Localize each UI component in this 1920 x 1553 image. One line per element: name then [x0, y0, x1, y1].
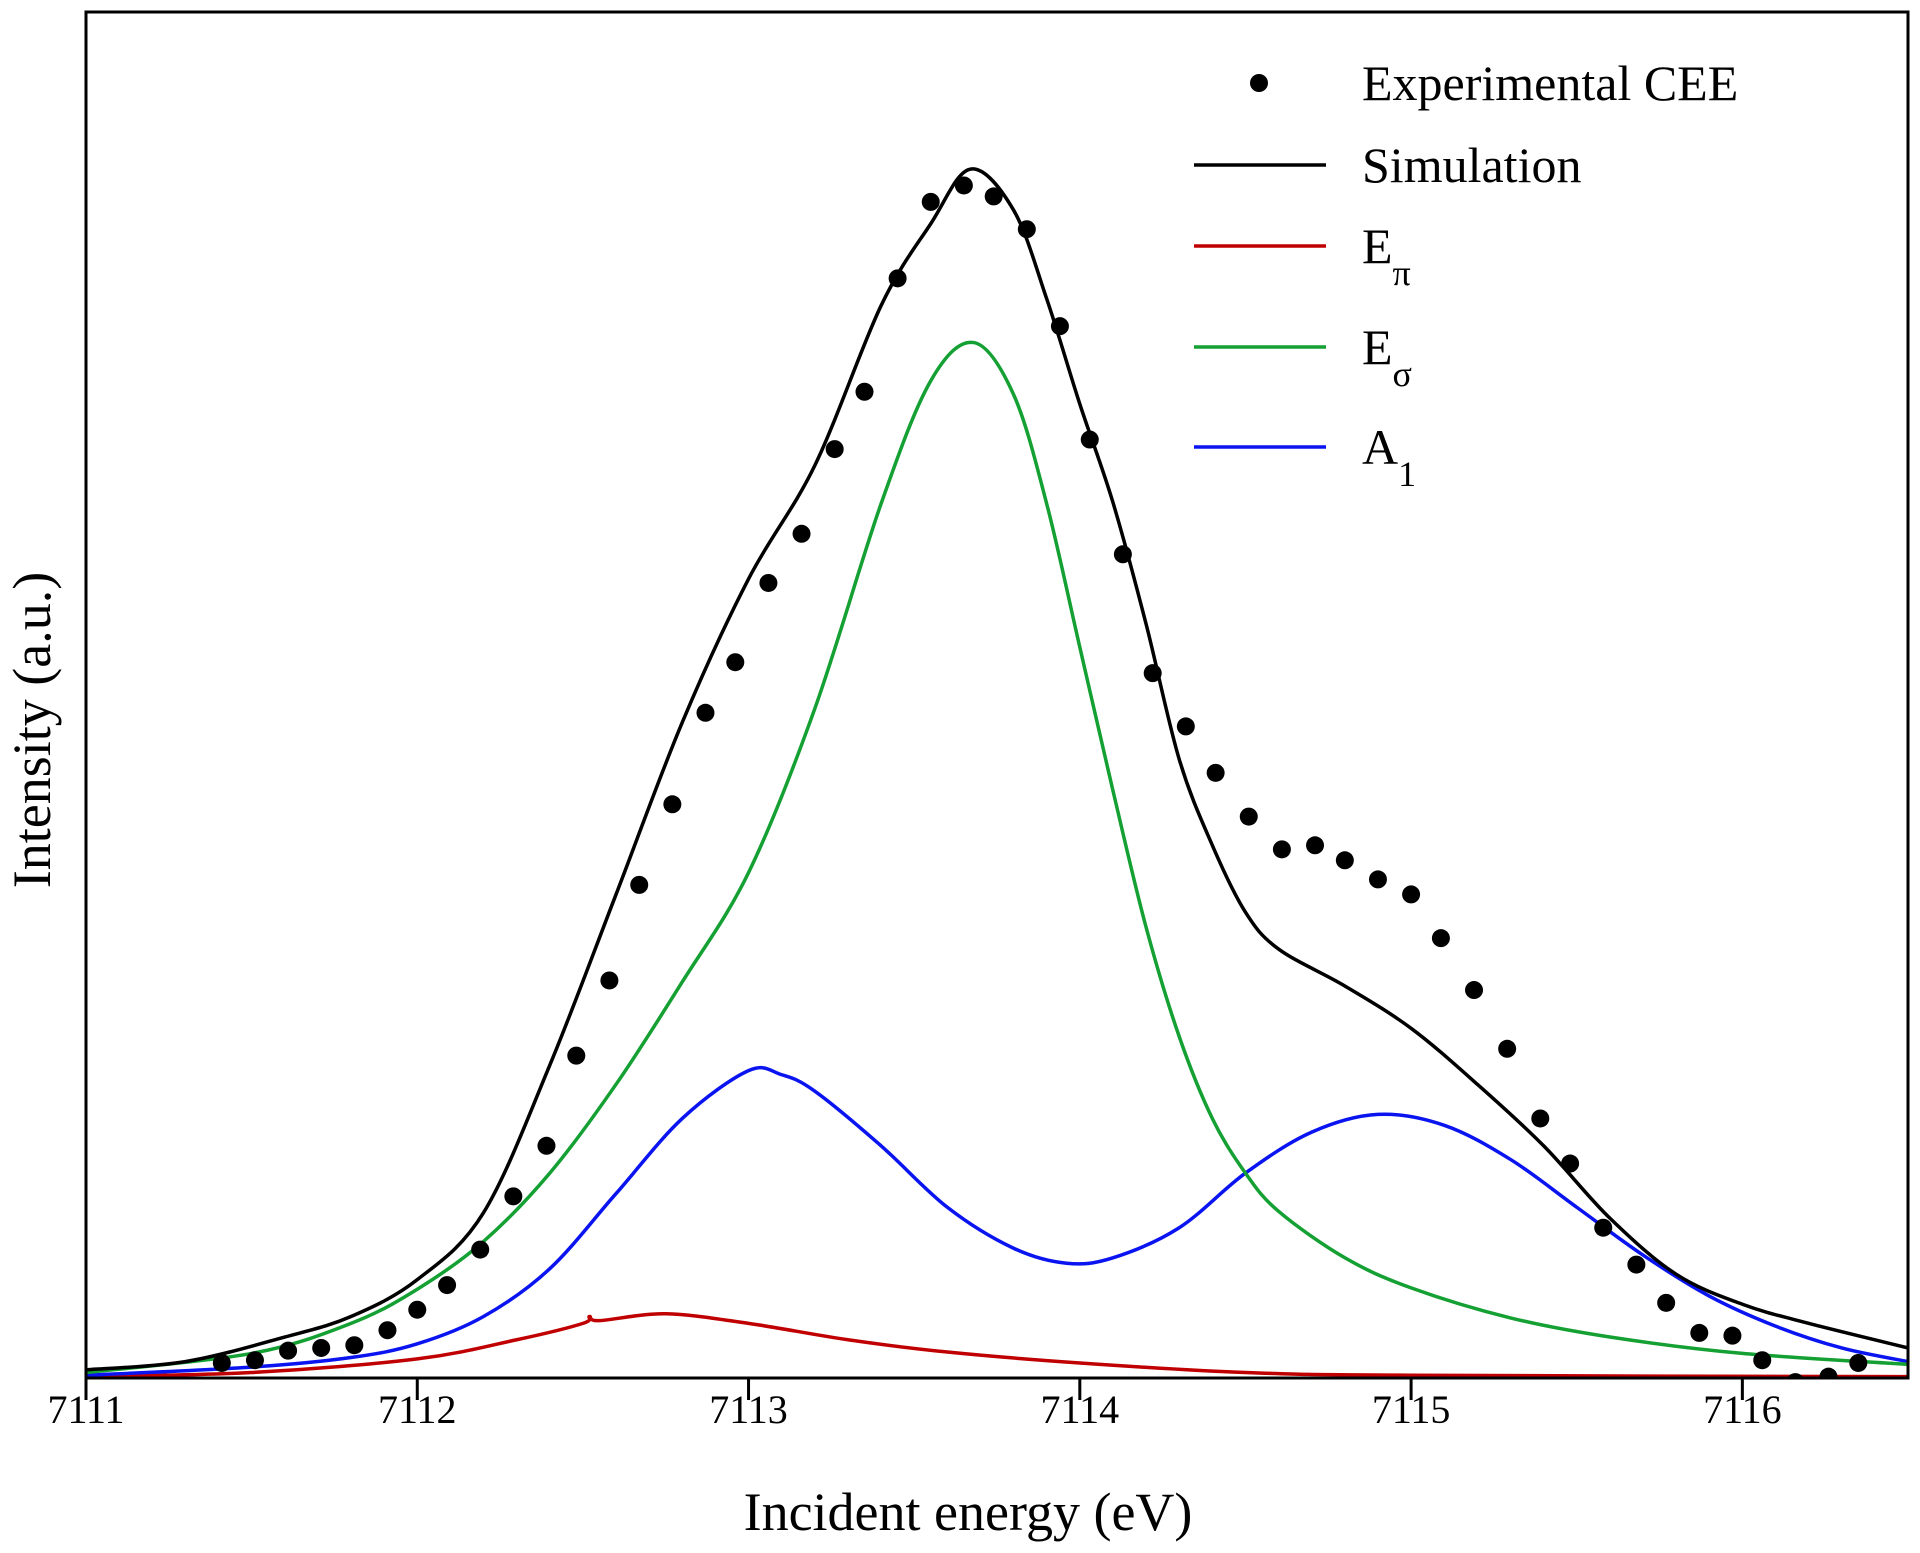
- data-point: [792, 524, 811, 543]
- data-point: [954, 176, 973, 195]
- data-point: [1239, 807, 1258, 826]
- legend-label-main: Experimental CEE: [1362, 55, 1738, 111]
- data-point: [1402, 885, 1421, 904]
- plot-frame: [84, 10, 1910, 1380]
- data-point: [279, 1341, 298, 1360]
- data-point: [1143, 664, 1162, 683]
- data-point: [1627, 1255, 1646, 1274]
- data-point: [504, 1187, 523, 1206]
- x-tick-label: 7113: [709, 1387, 788, 1432]
- series-line-a-4: [86, 1065, 1908, 1378]
- legend-label-main: E: [1362, 319, 1393, 375]
- data-point: [1498, 1039, 1517, 1058]
- data-point: [984, 187, 1003, 206]
- data-point: [1080, 430, 1099, 449]
- legend-label-main: A: [1362, 419, 1398, 475]
- data-point: [1050, 317, 1069, 336]
- data-point: [1690, 1323, 1709, 1342]
- data-point: [1272, 840, 1291, 859]
- data-point: [1465, 981, 1484, 1000]
- legend-label-main: Simulation: [1362, 137, 1581, 193]
- legend-marker: [1250, 74, 1268, 92]
- x-axis-label: Incident energy (eV): [744, 1482, 1193, 1542]
- data-point: [630, 875, 649, 894]
- data-point: [855, 382, 874, 401]
- data-point: [408, 1300, 427, 1319]
- x-tick-label: 7111: [47, 1387, 124, 1432]
- data-point: [696, 703, 715, 722]
- data-point: [825, 440, 844, 459]
- data-point: [378, 1321, 397, 1340]
- data-point: [245, 1351, 264, 1370]
- legend-item: Eσ: [1194, 319, 1412, 394]
- legend-item: Simulation: [1194, 137, 1581, 193]
- data-point: [537, 1136, 556, 1155]
- data-point: [1017, 220, 1036, 239]
- data-point: [567, 1046, 586, 1065]
- data-point: [888, 269, 907, 288]
- data-point: [1657, 1293, 1676, 1312]
- data-point: [1206, 763, 1225, 782]
- data-point: [1753, 1351, 1772, 1370]
- x-tick-label: 7116: [1703, 1387, 1782, 1432]
- data-point: [1113, 545, 1132, 564]
- series-line-e-2: [86, 1312, 1908, 1378]
- data-point: [1431, 929, 1450, 948]
- data-point: [1335, 851, 1354, 870]
- data-point: [759, 573, 778, 592]
- data-point: [345, 1336, 364, 1355]
- series-line-simulation: [86, 167, 1908, 1372]
- data-point: [1368, 870, 1387, 889]
- x-axis-ticks: 7111 7112 7113 7114 7115 7116: [47, 1378, 1782, 1432]
- data-point: [1849, 1353, 1868, 1372]
- data-point: [1819, 1367, 1838, 1378]
- legend-item: Eπ: [1194, 218, 1411, 293]
- data-point: [663, 795, 682, 814]
- data-point: [921, 192, 940, 211]
- x-tick-label: 7112: [378, 1387, 457, 1432]
- data-point: [1723, 1326, 1742, 1345]
- legend-label: A1: [1362, 419, 1416, 494]
- data-point: [471, 1240, 490, 1259]
- legend-label: Eσ: [1362, 319, 1412, 394]
- data-point: [1787, 1373, 1804, 1378]
- data-point: [1176, 717, 1195, 736]
- series-experimental-cee: [212, 176, 1868, 1378]
- legend-item: A1: [1194, 419, 1416, 494]
- legend-item: Experimental CEE: [1250, 55, 1738, 111]
- y-axis-label: Intensity (a.u.): [2, 572, 62, 888]
- x-tick-label: 7114: [1041, 1387, 1120, 1432]
- data-point: [1561, 1154, 1580, 1173]
- data-point: [1306, 836, 1325, 855]
- data-point: [212, 1353, 231, 1372]
- x-tick-label: 7115: [1372, 1387, 1451, 1432]
- data-point: [600, 971, 619, 990]
- legend-label-subscript: σ: [1393, 354, 1412, 394]
- data-point: [1594, 1218, 1613, 1237]
- data-point: [1531, 1109, 1550, 1128]
- data-point: [726, 653, 745, 672]
- data-point: [438, 1276, 457, 1295]
- series-layer: [86, 167, 1908, 1378]
- legend-label: Simulation: [1362, 137, 1581, 193]
- legend-label: Experimental CEE: [1362, 55, 1738, 111]
- legend-label: Eπ: [1362, 218, 1411, 293]
- legend-label-main: E: [1362, 218, 1393, 274]
- data-point: [312, 1338, 331, 1357]
- legend-label-subscript: 1: [1398, 454, 1416, 494]
- series-line-e-3: [86, 340, 1908, 1375]
- legend-label-subscript: π: [1393, 253, 1411, 293]
